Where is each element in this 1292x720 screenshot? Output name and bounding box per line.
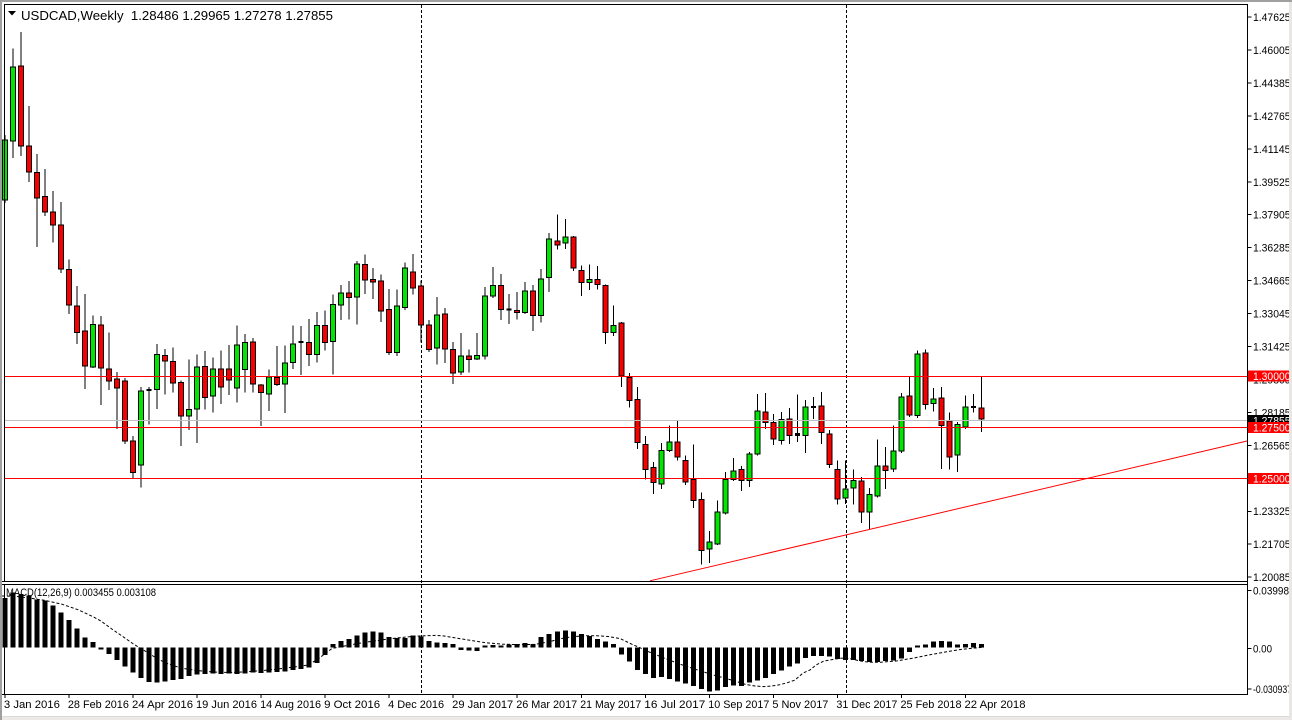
svg-text:-0.030937: -0.030937 [1253,684,1292,696]
svg-text:MACD(12,26,9) 0.003455 0.00310: MACD(12,26,9) 0.003455 0.003108 [6,587,156,599]
svg-text:1.36285: 1.36285 [1253,243,1291,255]
svg-text:19 Jun 2016: 19 Jun 2016 [196,699,257,711]
svg-text:3 Jan 2016: 3 Jan 2016 [4,699,60,711]
svg-text:1.47625: 1.47625 [1253,12,1291,24]
svg-text:1.44385: 1.44385 [1253,78,1291,90]
svg-text:0.03998: 0.03998 [1253,586,1289,598]
svg-text:1.30000: 1.30000 [1253,371,1291,383]
svg-text:22 Apr 2018: 22 Apr 2018 [965,699,1026,711]
svg-text:10 Sep 2017: 10 Sep 2017 [708,699,769,711]
svg-text:1.41145: 1.41145 [1253,144,1291,156]
svg-text:25 Feb 2018: 25 Feb 2018 [901,699,962,711]
svg-text:1.27500: 1.27500 [1253,422,1291,434]
svg-text:16 Jul 2017: 16 Jul 2017 [644,699,705,711]
svg-text:1.25000: 1.25000 [1253,473,1291,485]
svg-text:USDCAD,Weekly 1.28486 1.29965: USDCAD,Weekly 1.28486 1.29965 1.27278 1.… [21,8,333,23]
svg-text:1.42765: 1.42765 [1253,111,1291,123]
svg-text:1.39525: 1.39525 [1253,177,1291,189]
svg-text:1.31425: 1.31425 [1253,342,1291,354]
svg-text:1.21705: 1.21705 [1253,539,1291,551]
svg-text:1.23325: 1.23325 [1253,506,1291,518]
svg-text:0.00: 0.00 [1253,643,1272,655]
svg-text:14 Aug 2016: 14 Aug 2016 [260,699,321,711]
svg-text:26 Mar 2017: 26 Mar 2017 [516,699,577,711]
svg-text:1.37905: 1.37905 [1253,210,1291,222]
svg-text:9 Oct 2016: 9 Oct 2016 [324,699,380,711]
svg-text:5 Nov 2017: 5 Nov 2017 [772,699,828,711]
svg-text:1.34665: 1.34665 [1253,276,1291,288]
svg-text:29 Jan 2017: 29 Jan 2017 [452,699,513,711]
svg-text:1.20085: 1.20085 [1253,572,1291,584]
svg-text:24 Apr 2016: 24 Apr 2016 [132,699,193,711]
svg-text:1.46005: 1.46005 [1253,45,1291,57]
svg-text:21 May 2017: 21 May 2017 [580,699,641,711]
svg-text:4 Dec 2016: 4 Dec 2016 [388,699,444,711]
svg-text:1.33045: 1.33045 [1253,309,1291,321]
svg-text:28 Feb 2016: 28 Feb 2016 [68,699,129,711]
svg-text:31 Dec 2017: 31 Dec 2017 [836,699,897,711]
svg-text:1.26565: 1.26565 [1253,440,1291,452]
